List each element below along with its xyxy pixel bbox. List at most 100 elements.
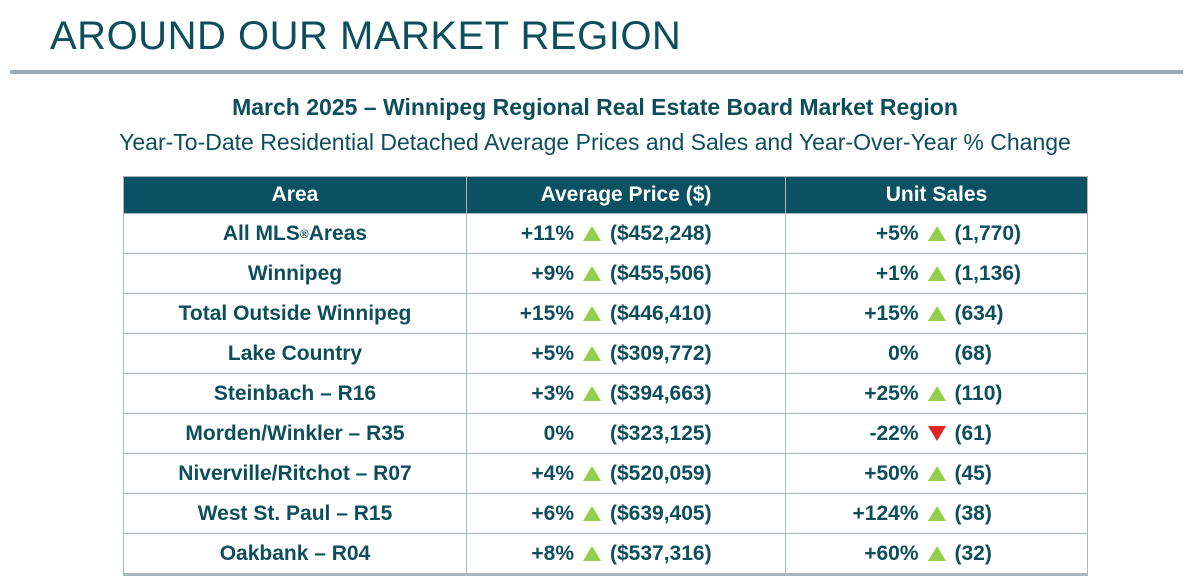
title-divider (10, 70, 1183, 74)
market-table: Area Average Price ($) Unit Sales All ML… (123, 176, 1088, 576)
percent-change-value: +8% (531, 541, 574, 565)
table-row: Total Outside Winnipeg +15% ($446,410) +15%… (124, 293, 1087, 333)
unit-sales-cell: -22% (61) (786, 414, 1087, 453)
percent-change-value: +60% (864, 541, 919, 565)
value-label: ($537,316) (610, 541, 712, 565)
up-triangle-icon (583, 306, 601, 321)
value-label: ($446,410) (610, 301, 712, 325)
value-label: ($520,059) (610, 461, 712, 485)
value-label: (32) (954, 541, 992, 565)
value-label: (38) (954, 501, 992, 525)
up-triangle-icon (927, 546, 946, 561)
up-triangle-icon (583, 546, 601, 561)
up-triangle-icon (927, 466, 946, 481)
unit-sales-cell: +124% (38) (786, 494, 1087, 533)
value-label: ($323,125) (610, 421, 712, 445)
percent-change-value: +25% (864, 381, 919, 405)
average-price-cell: +8% ($537,316) (467, 534, 786, 573)
area-cell: Morden/Winkler – R35 (124, 414, 467, 453)
value-label: (45) (954, 461, 992, 485)
column-header-unit-sales: Unit Sales (885, 183, 988, 206)
up-triangle-icon (927, 386, 946, 401)
value-label: (61) (954, 421, 992, 445)
area-cell: All MLS ® Areas (124, 214, 467, 253)
up-triangle-icon (927, 466, 946, 481)
percent-change-value: 0% (888, 341, 919, 365)
percent-change-value: +1% (875, 261, 919, 285)
column-header-average-price: Average Price ($) (467, 177, 786, 213)
up-triangle-icon (583, 266, 601, 281)
value-label: ($394,663) (610, 381, 712, 405)
percent-change-value: +50% (864, 461, 919, 485)
area-cell: Niverville/Ritchot – R07 (124, 454, 467, 493)
up-triangle-icon (927, 506, 946, 521)
up-triangle-icon (583, 306, 601, 321)
up-triangle-icon (927, 226, 946, 241)
table-header-row: Area Average Price ($) Unit Sales (124, 177, 1087, 213)
up-triangle-icon (583, 346, 601, 361)
table-row: Niverville/Ritchot – R07 +4% ($520,059) +50… (124, 453, 1087, 493)
up-triangle-icon (583, 226, 601, 241)
table-title: March 2025 – Winnipeg Regional Real Esta… (232, 94, 958, 120)
area-cell: Lake Country (124, 334, 467, 373)
up-triangle-icon (583, 226, 601, 241)
percent-change-value: +9% (531, 261, 574, 285)
percent-change-value: +3% (531, 381, 574, 405)
value-label: (110) (954, 381, 1003, 405)
average-price-cell: +9% ($455,506) (467, 254, 786, 293)
percent-change-value: +5% (531, 341, 574, 365)
up-triangle-icon (583, 466, 601, 481)
average-price-cell: +5% ($309,772) (467, 334, 786, 373)
up-triangle-icon (583, 386, 601, 401)
up-triangle-icon (927, 386, 946, 401)
up-triangle-icon (927, 266, 946, 281)
area-cell: Steinbach – R16 (124, 374, 467, 413)
value-label: (68) (954, 341, 992, 365)
area-cell: Total Outside Winnipeg (124, 294, 467, 333)
table-row: Lake Country +5% ($309,772) 0% (68) (124, 333, 1087, 373)
value-label: ($455,506) (610, 261, 712, 285)
average-price-cell: +4% ($520,059) (467, 454, 786, 493)
down-triangle-icon (927, 426, 946, 441)
unit-sales-cell: 0% (68) (786, 334, 1087, 373)
percent-change-value: +15% (519, 301, 574, 325)
percent-change-value: +15% (864, 301, 919, 325)
table-row: Morden/Winkler – R35 0% ($323,125) -22% (61) (124, 413, 1087, 453)
area-cell: Winnipeg (124, 254, 467, 293)
percent-change-value: +6% (531, 501, 574, 525)
average-price-cell: +11% ($452,248) (467, 214, 786, 253)
value-label: ($452,248) (610, 221, 712, 245)
table-row: Oakbank – R04 +8% ($537,316) +60% (32) (124, 533, 1087, 573)
up-triangle-icon (583, 346, 601, 361)
percent-change-value: +4% (531, 461, 574, 485)
unit-sales-cell: +50% (45) (786, 454, 1087, 493)
up-triangle-icon (583, 466, 601, 481)
unit-sales-cell: +5% (1,770) (786, 214, 1087, 253)
down-triangle-icon (927, 426, 946, 441)
up-triangle-icon (583, 506, 601, 521)
table-row: Winnipeg +9% ($455,506) +1% (1,136) (124, 253, 1087, 293)
unit-sales-cell: +25% (110) (786, 374, 1087, 413)
average-price-cell: +3% ($394,663) (467, 374, 786, 413)
page-title: AROUND OUR MARKET REGION (50, 14, 682, 58)
up-triangle-icon (583, 546, 601, 561)
table-subtitle: Year-To-Date Residential Detached Averag… (119, 129, 1071, 155)
average-price-cell: +15% ($446,410) (467, 294, 786, 333)
up-triangle-icon (583, 506, 601, 521)
up-triangle-icon (583, 266, 601, 281)
table-row: Steinbach – R16 +3% ($394,663) +25% (110) (124, 373, 1087, 413)
percent-change-value: +124% (852, 501, 919, 525)
table-row: West St. Paul – R15 +6% ($639,405) +124% (38… (124, 493, 1087, 533)
value-label: (1,136) (954, 261, 1022, 285)
table-row: All MLS ® Areas +11% ($452,248) +5% (1,770) (124, 213, 1087, 253)
up-triangle-icon (927, 266, 946, 281)
column-header-area: Area (124, 177, 467, 213)
up-triangle-icon (927, 306, 946, 321)
table-body: All MLS ® Areas +11% ($452,248) +5% (1,770) Wi… (124, 213, 1087, 573)
up-triangle-icon (927, 306, 946, 321)
average-price-cell: 0% ($323,125) (467, 414, 786, 453)
up-triangle-icon (583, 386, 601, 401)
percent-change-value: 0% (543, 421, 574, 445)
value-label: (634) (954, 301, 1004, 325)
